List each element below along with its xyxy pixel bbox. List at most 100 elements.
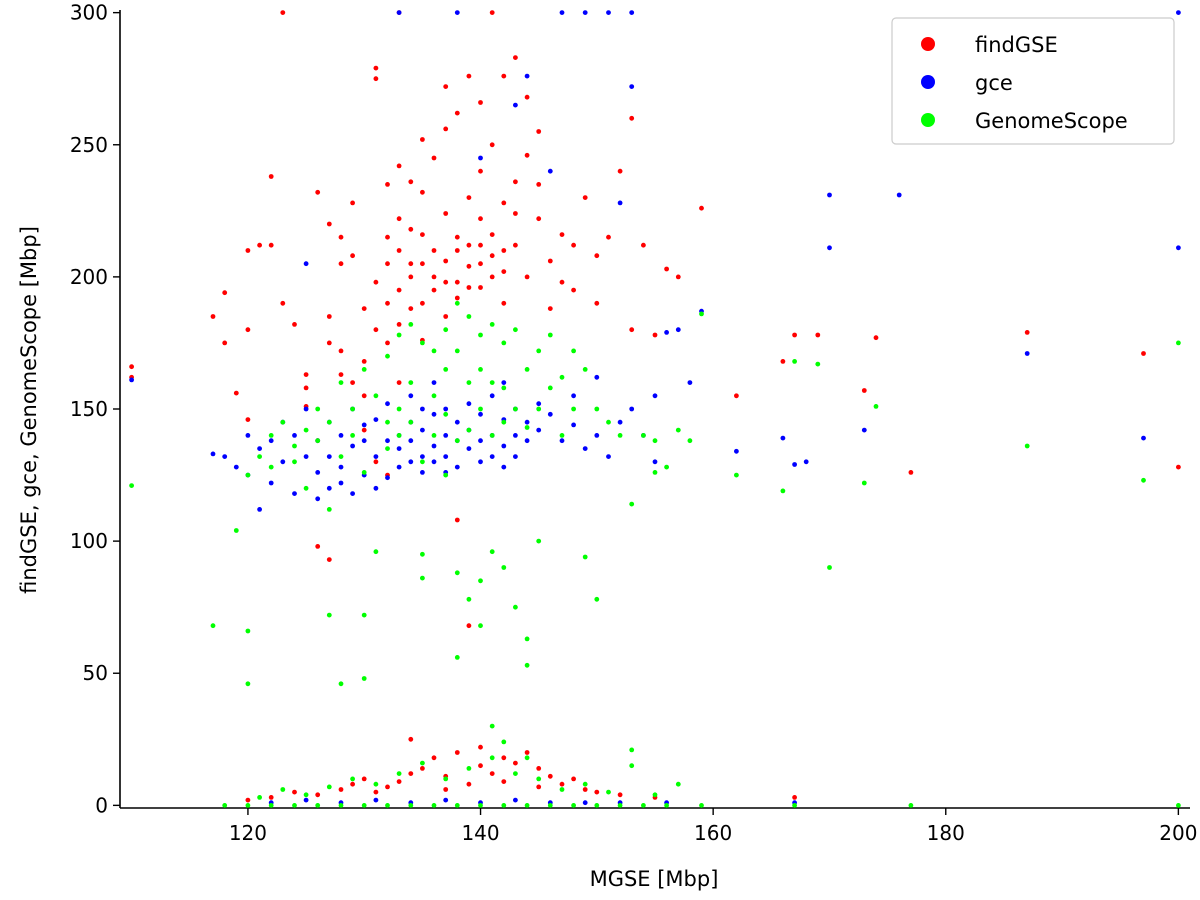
data-point xyxy=(326,612,332,618)
data-point xyxy=(594,406,600,412)
data-point xyxy=(606,234,611,240)
data-point xyxy=(536,776,542,782)
data-point xyxy=(396,446,402,451)
data-point xyxy=(326,314,332,319)
data-point xyxy=(315,792,321,798)
data-point xyxy=(210,623,216,629)
data-point xyxy=(361,776,367,782)
data-point xyxy=(361,470,367,475)
data-point xyxy=(466,314,472,319)
data-point xyxy=(629,84,635,89)
data-point xyxy=(734,448,739,454)
data-point xyxy=(443,472,449,478)
data-point xyxy=(699,803,704,808)
data-point xyxy=(559,279,565,285)
data-point xyxy=(524,803,530,808)
data-point xyxy=(268,464,274,470)
data-point xyxy=(454,803,460,808)
data-point xyxy=(396,163,402,169)
data-point xyxy=(396,216,402,222)
data-point xyxy=(524,438,530,444)
data-point xyxy=(547,803,553,808)
data-point xyxy=(489,433,495,438)
data-point xyxy=(350,253,355,259)
data-point xyxy=(338,234,344,240)
data-point xyxy=(582,787,588,792)
data-point xyxy=(478,155,483,161)
data-point xyxy=(233,390,239,396)
data-point xyxy=(408,261,414,267)
data-point xyxy=(629,763,635,769)
data-point xyxy=(222,803,228,808)
data-point xyxy=(524,755,530,761)
data-point xyxy=(257,454,262,459)
x-tick-label: 140 xyxy=(461,821,499,845)
data-point xyxy=(454,279,460,285)
data-point xyxy=(361,612,367,618)
data-point xyxy=(489,142,495,148)
data-point xyxy=(431,433,437,438)
data-point xyxy=(594,789,600,795)
data-point xyxy=(396,380,402,385)
data-point xyxy=(408,322,414,327)
data-point xyxy=(524,636,530,642)
data-point xyxy=(617,168,623,174)
data-point xyxy=(443,84,449,89)
data-point xyxy=(489,393,495,399)
data-point xyxy=(350,491,355,496)
data-point xyxy=(420,766,425,771)
data-point xyxy=(734,393,739,399)
data-point xyxy=(431,803,437,808)
data-point xyxy=(675,781,681,787)
data-point xyxy=(478,261,483,267)
data-point xyxy=(443,126,449,132)
data-point xyxy=(629,327,635,333)
data-point xyxy=(245,248,251,253)
data-point xyxy=(478,411,483,417)
data-point xyxy=(373,459,379,465)
data-point xyxy=(338,433,344,438)
data-point xyxy=(792,359,797,364)
axes xyxy=(113,10,1190,815)
data-point xyxy=(420,232,425,238)
data-point xyxy=(408,226,414,232)
data-point xyxy=(524,73,530,79)
data-point xyxy=(1024,443,1030,449)
data-point xyxy=(385,234,390,240)
data-point xyxy=(408,179,414,185)
data-point xyxy=(501,380,507,385)
data-point xyxy=(385,353,390,359)
data-point xyxy=(385,419,390,425)
data-point xyxy=(338,380,344,385)
data-point xyxy=(408,438,414,444)
data-point xyxy=(478,623,483,629)
data-point xyxy=(478,744,483,750)
data-point xyxy=(361,676,367,681)
data-point xyxy=(629,501,635,507)
data-point xyxy=(338,261,344,267)
data-point xyxy=(420,261,425,267)
legend-marker xyxy=(921,37,935,51)
data-point xyxy=(594,803,600,808)
data-point xyxy=(315,438,321,444)
data-point xyxy=(210,314,216,319)
data-point xyxy=(478,367,483,372)
data-point xyxy=(361,803,367,808)
data-point xyxy=(245,681,251,687)
data-point xyxy=(408,380,414,385)
data-point xyxy=(396,433,402,438)
data-point xyxy=(466,73,472,79)
data-point xyxy=(803,459,809,465)
data-point xyxy=(373,76,379,82)
data-point xyxy=(222,454,228,459)
data-point xyxy=(280,419,286,425)
series-genomescope xyxy=(129,300,1181,808)
data-point xyxy=(431,348,437,354)
data-point xyxy=(524,152,530,158)
data-point xyxy=(617,200,623,206)
data-point xyxy=(443,797,449,803)
y-tick-label: 200 xyxy=(70,265,108,289)
data-point xyxy=(326,419,332,425)
data-point xyxy=(501,340,507,346)
data-point xyxy=(385,182,390,187)
